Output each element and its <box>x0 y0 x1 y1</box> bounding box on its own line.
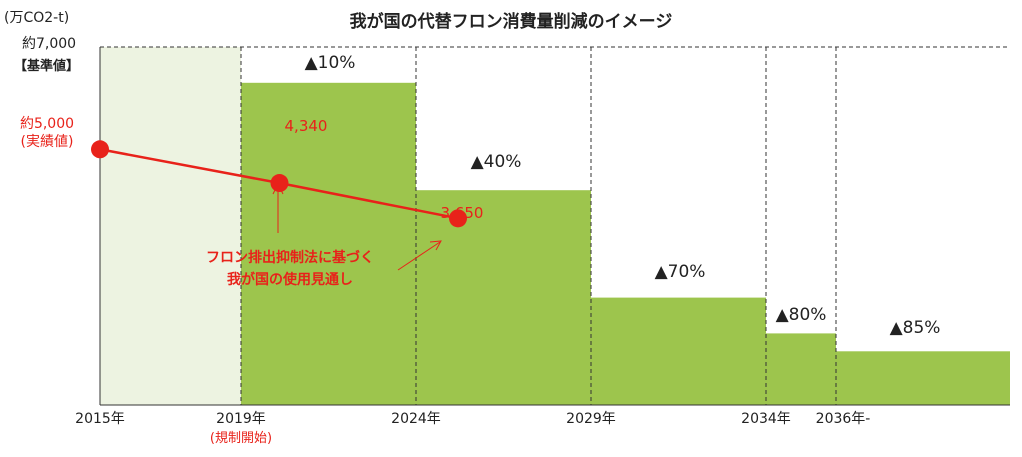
series-point-2 <box>449 209 467 228</box>
arrowhead-point-2 <box>429 240 442 251</box>
step-label-2029: ▲70% <box>655 262 706 282</box>
step-label-2024: ▲40% <box>471 152 522 172</box>
bars-layer <box>100 47 1010 406</box>
x-tick-2: 2024年 <box>391 411 441 427</box>
point-sublabel-0: (実績値) <box>21 134 74 150</box>
bar-2015 <box>100 47 241 405</box>
series-point-1 <box>270 174 289 193</box>
grid-layer <box>99 46 1010 406</box>
chart-title: 我が国の代替フロン消費量削減のイメージ <box>350 11 673 32</box>
y-top-sublabel: 【基準値】 <box>14 58 79 74</box>
x-tick-note: (規制開始) <box>210 431 272 446</box>
y-top-value-label: 約7,000 <box>22 36 76 52</box>
bar-2036 <box>836 351 1010 405</box>
annotation-line-2: 我が国の使用見通し <box>227 271 353 288</box>
arrow-to-point-2 <box>397 241 441 271</box>
step-label-2034: ▲80% <box>776 305 827 325</box>
bar-2024 <box>416 190 591 405</box>
arrowhead-point-1 <box>272 182 284 195</box>
point-label-1: 4,340 <box>285 117 328 135</box>
x-tick-0: 2015年 <box>75 411 125 427</box>
label-layer: ▲10% ▲40% ▲70% ▲80% ▲85% 2015年 2019年 2024年 2029年… <box>20 53 940 427</box>
x-tick-4: 2034年 <box>741 411 791 427</box>
bar-2034 <box>766 333 836 405</box>
bar-2019 <box>241 82 416 406</box>
x-tick-5: 2036年- <box>816 411 871 427</box>
step-label-2019: ▲10% <box>305 53 356 73</box>
bar-2029 <box>591 297 766 405</box>
annotation-line-1: フロン排出抑制法に基づく <box>206 249 374 266</box>
x-tick-1: 2019年 <box>216 411 266 427</box>
x-tick-3: 2029年 <box>566 411 616 427</box>
series-point-0 <box>91 140 109 159</box>
point-label-0: 約5,000 <box>20 116 74 132</box>
line-layer <box>91 140 467 271</box>
y-axis-unit-label: (万CO2-t) <box>4 10 69 26</box>
step-label-2036: ▲85% <box>890 318 941 338</box>
point-label-2: 3,650 <box>441 204 484 222</box>
